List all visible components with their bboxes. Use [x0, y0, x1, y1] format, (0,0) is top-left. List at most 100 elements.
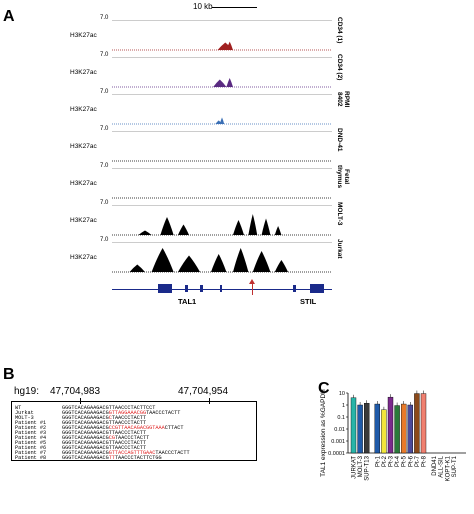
track-mark-label: H3K27ac: [70, 143, 97, 150]
mutation-arrowhead: [249, 279, 255, 284]
sequence-row-name: Patient #6: [15, 445, 47, 451]
bar: [357, 404, 363, 454]
y-tick-label: 0.001: [331, 439, 345, 445]
track-ymax: 7.0: [100, 52, 109, 58]
signal-peak: [252, 251, 271, 272]
signal-peak: [233, 248, 249, 272]
x-tick-label: KOPT-K1: [445, 455, 451, 481]
stil-exon-block: [310, 284, 324, 293]
track-mark-label: H3K27ac: [70, 217, 97, 224]
track-sample-label: RPMI 8402: [336, 91, 350, 108]
sequence-row-text: GGGTCACAGAAGACGTTTAACCCTACTTCTGG: [62, 455, 162, 461]
y-tick-label: 0.1: [337, 415, 345, 421]
bar: [381, 409, 387, 454]
x-tick-label: SUP-T1: [452, 455, 458, 477]
track-ymax: 7.0: [100, 89, 109, 95]
track-signal: [112, 94, 332, 125]
track-sample-label: DND-41: [336, 128, 343, 152]
track-ymax: 7.0: [100, 237, 109, 243]
track-signal: [112, 131, 332, 162]
sequence-row-name: Patient #7: [15, 450, 47, 456]
track-3: 7.0 H3K27ac DND-41: [70, 126, 343, 165]
sequence-row-text: GGGTCACAGAAGACGCCGTTAACAGACGGTAAACTTACT: [62, 425, 184, 431]
gene-label-stil: STIL: [300, 297, 317, 306]
scale-bar-label: 10 kb: [193, 2, 213, 11]
sequence-row-name: Patient #8: [15, 455, 47, 461]
sequence-row-name: MOLT-3: [15, 415, 34, 421]
sequence-row-text: GGGTCACAGAAGACGTTAACCCTACTT: [62, 440, 147, 446]
sequence-row-name: WT: [15, 405, 22, 411]
stil-exon-small: [293, 285, 296, 292]
x-tick-label: Pt-5: [402, 455, 408, 467]
signal-peak: [261, 218, 271, 235]
track-6: 7.0 H3K27ac Jurkat: [70, 237, 343, 276]
sequence-row-text: GGGTCACAGAAGACGTTAACCCTACTT: [62, 445, 147, 451]
x-tick-label: DND41: [432, 455, 438, 475]
bar: [350, 397, 357, 454]
sequence-row-name: Patient #1: [15, 420, 47, 426]
track-mark-label: H3K27ac: [70, 69, 97, 76]
track-mark-label: H3K27ac: [70, 106, 97, 113]
signal-peak: [226, 78, 233, 87]
signal-peak: [233, 220, 244, 235]
track-ymax: 7.0: [100, 200, 109, 206]
signal-peak: [178, 224, 189, 235]
coord-left: 47,704,983: [50, 386, 101, 397]
signal-peak: [274, 260, 288, 272]
sequence-row-name: Patient #2: [15, 425, 47, 431]
signal-peak: [274, 226, 282, 235]
bar: [364, 403, 370, 454]
x-tick-label: Pt-6: [408, 455, 414, 467]
tal1-exon-small: [185, 285, 188, 292]
y-tick-label: 1: [342, 403, 345, 409]
coord-right: 47,704,954: [178, 386, 229, 397]
y-tick-label: 0.01: [334, 427, 345, 433]
sequence-row-text: GGGTCACAGAAGACGCGTAACCCTACTT: [62, 435, 150, 441]
signal-peak: [178, 255, 200, 272]
x-tick-label: Pt-4: [395, 455, 401, 467]
track-0: 7.0 H3K27ac CD34 (1): [70, 15, 343, 54]
sequence-alignment-box: WT GGGTCACAGAAGACGTTAACCCTACTTCCT Jurkat GG…: [11, 401, 257, 461]
bar: [387, 396, 394, 454]
track-signal: [112, 57, 332, 88]
tal1-exon-small: [200, 285, 203, 292]
tracks-panel: 7.0 H3K27ac CD34 (1) 7.0 H3K27ac CD34 (2) 7.0 H…: [70, 15, 350, 276]
signal-peak: [129, 264, 145, 272]
signal-peak: [213, 79, 227, 87]
track-mark-label: H3K27ac: [70, 180, 97, 187]
panel-b-letter: B: [3, 366, 15, 383]
sequence-row-text: GGGTCACAGAAGACGGTTACCAGTTTGAACTAACCCTACT…: [62, 450, 190, 456]
track-sample-label: CD34 (1): [336, 17, 343, 44]
y-tick-label: 10: [339, 391, 345, 397]
tal1-exon-small: [220, 285, 222, 292]
x-tick-label: Pt-8: [422, 455, 428, 467]
track-signal: [112, 20, 332, 51]
track-ymax: 7.0: [100, 126, 109, 132]
gene-label-tal1: TAL1: [178, 297, 197, 306]
sequence-row-text: GGGTCACAGAAGACGGTTAGGAAACGGTAACCCTACTT: [62, 410, 181, 416]
track-4: 7.0 H3K27ac Fetal thymus: [70, 163, 350, 202]
mutation-arrow: [252, 281, 253, 295]
gene-track-line: [112, 289, 332, 290]
track-signal: [112, 205, 332, 236]
track-5: 7.0 H3K27ac MOLT-3: [70, 200, 343, 239]
bar: [400, 403, 407, 454]
track-signal: [112, 168, 332, 199]
track-ymax: 7.0: [100, 15, 109, 21]
track-2: 7.0 H3K27ac RPMI 8402: [70, 89, 350, 128]
track-sample-label: Fetal thymus: [336, 165, 350, 189]
track-mark-label: H3K27ac: [70, 32, 97, 39]
signal-peak: [248, 214, 258, 235]
panel-c-letter: C: [318, 380, 330, 397]
bar: [414, 393, 420, 454]
y-tick-label: 0.0001: [328, 451, 345, 457]
x-tick-label: MOLT-3: [358, 455, 364, 477]
x-tick-label: ALL-SIL: [439, 455, 445, 477]
track-sample-label: Jurkat: [336, 239, 343, 259]
panel-a-letter: A: [3, 8, 15, 25]
tal1-expression-chart: TAL1 expression as %GAPDH 10 1 0.1 0.01 0.001…: [320, 389, 466, 481]
sequence-row-text: GGGTCACAGAAGACGCTAACCCTACTT: [62, 415, 147, 421]
signal-peak: [226, 41, 233, 50]
sequence-row-text: GGGTCACAGAAGACGTTAACCCTACTT: [62, 420, 147, 426]
sequence-row-name: Patient #3: [15, 430, 47, 436]
